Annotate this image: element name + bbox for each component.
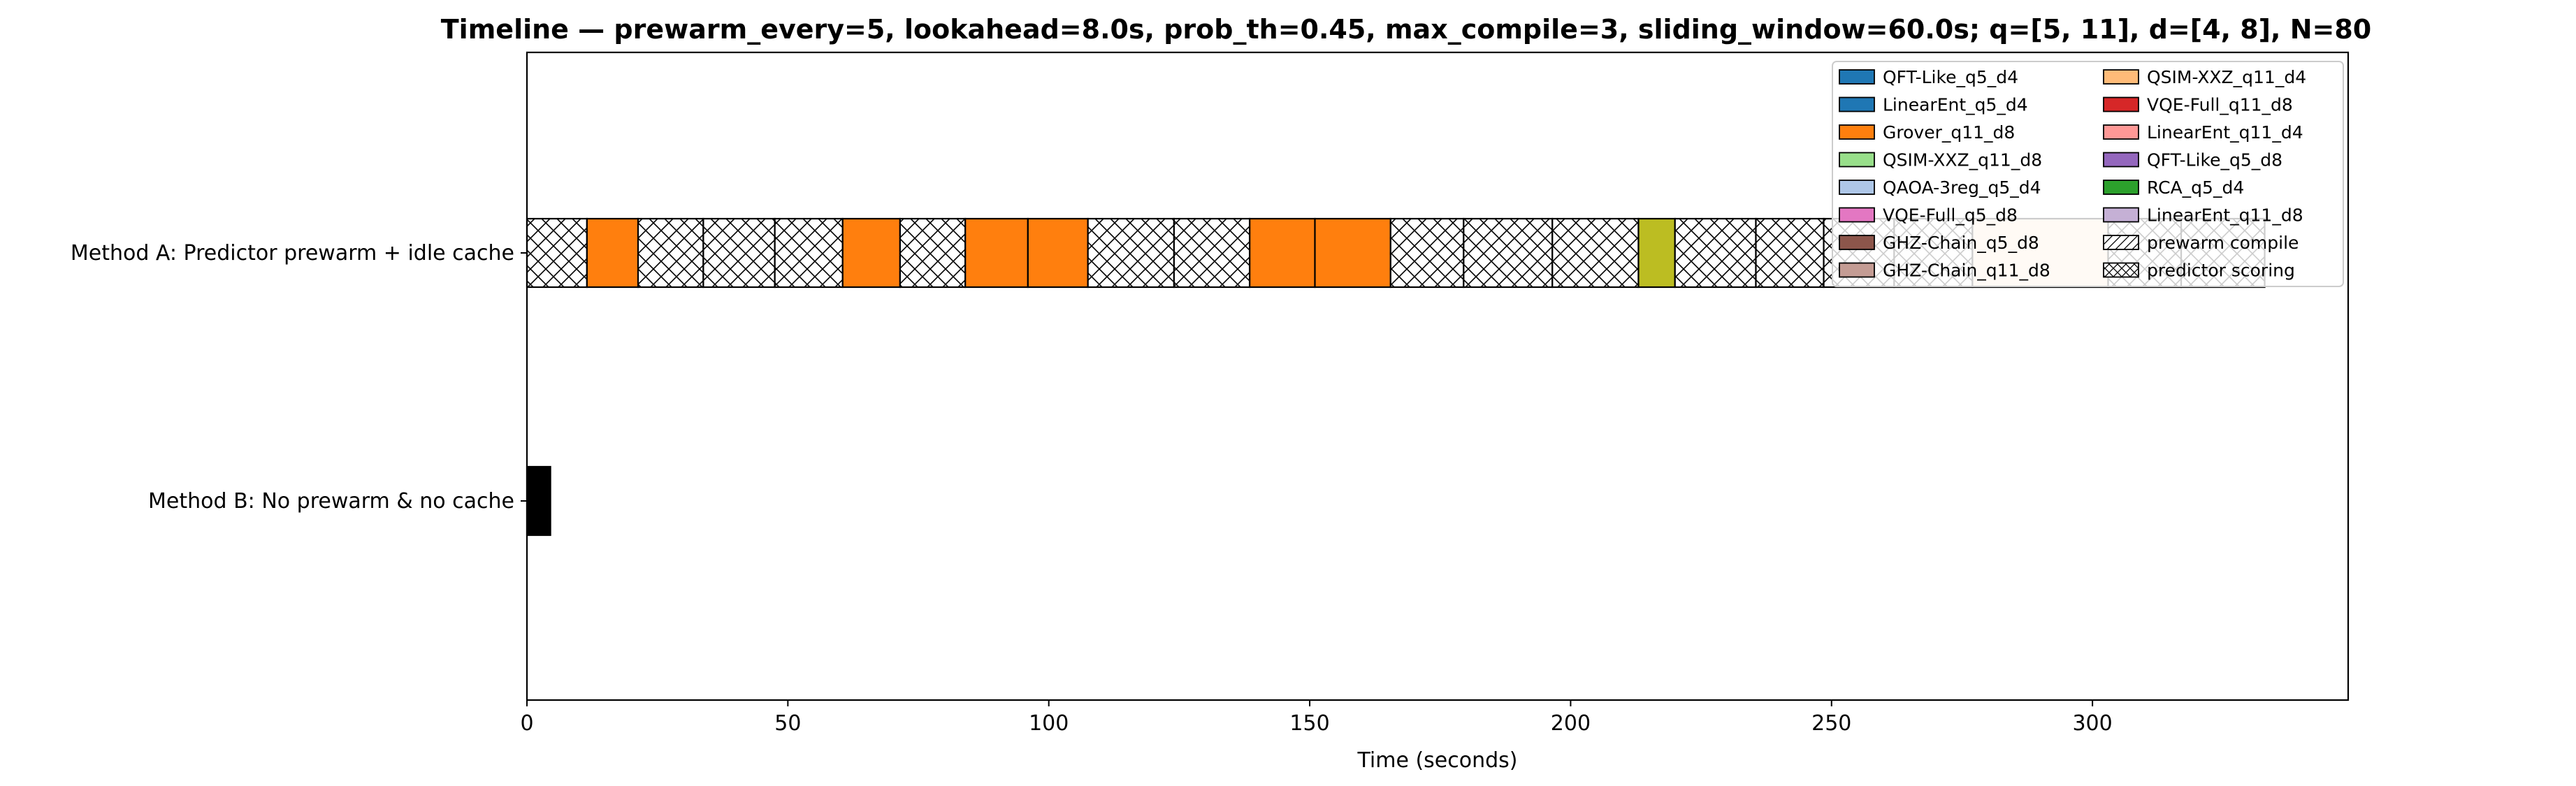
y-tick-label: Method A: Predictor prewarm + idle cache: [71, 241, 514, 265]
timeline-segment: [1674, 217, 1757, 289]
timeline-segment: [774, 217, 844, 289]
x-tick-label: 300: [2072, 711, 2112, 736]
legend-label: QSIM-XXZ_q11_d4: [2147, 67, 2306, 87]
legend-label: predictor scoring: [2147, 261, 2295, 281]
timeline-segment: [1027, 217, 1089, 289]
x-tick-label: 100: [1029, 711, 1069, 736]
timeline-segment: [1173, 217, 1251, 289]
x-tick-label: 0: [520, 711, 533, 736]
timeline-segment: [526, 217, 588, 289]
legend-swatch: [2103, 235, 2139, 250]
x-tick-label: 200: [1551, 711, 1591, 736]
legend-label: QAOA-3reg_q5_d4: [1883, 177, 2041, 198]
legend-swatch: [1839, 152, 1875, 168]
legend-swatch: [1839, 180, 1875, 195]
legend-label: LinearEnt_q5_d4: [1883, 95, 2028, 115]
y-axis-tick-labels: Method A: Predictor prewarm + idle cache…: [71, 241, 527, 514]
chart-title: Timeline — prewarm_every=5, lookahead=8.…: [441, 14, 2371, 45]
timeline-segment: [1389, 217, 1465, 289]
legend-swatch: [2103, 152, 2139, 168]
legend-label: QSIM-XXZ_q11_d8: [1883, 150, 2042, 170]
legend-swatch: [2103, 69, 2139, 85]
x-axis-label: Time (seconds): [1357, 748, 1518, 773]
legend-swatch: [1839, 262, 1875, 278]
legend-swatch: [1839, 96, 1875, 112]
chart-legend: QFT-Like_q5_d4 LinearEnt_q5_d4 Grover_q11_…: [1832, 61, 2344, 287]
legend-label: QFT-Like_q5_d8: [2147, 150, 2282, 170]
timeline-segment: [841, 217, 901, 289]
legend-label: VQE-Full_q5_d8: [1883, 205, 2018, 226]
legend-label: GHZ-Chain_q11_d8: [1883, 261, 2050, 281]
timeline-segment: [1087, 217, 1175, 289]
timeline-segment: [1249, 217, 1316, 289]
legend-swatch: [1839, 207, 1875, 223]
legend-frame: [1832, 61, 2344, 287]
legend-swatch: [1839, 69, 1875, 85]
x-tick-label: 250: [1811, 711, 1851, 736]
timeline-segment: [1755, 217, 1825, 289]
timeline-segment: [1637, 217, 1676, 289]
legend-label: prewarm compile: [2147, 233, 2299, 253]
timeline-segment: [1314, 217, 1391, 289]
legend-swatch: [2103, 124, 2139, 140]
timeline-segment: [586, 217, 639, 289]
x-axis-ticks: 0 50 100 150 200 250 300: [520, 700, 2113, 736]
timeline-segment: [526, 465, 551, 537]
plot-area-frame: [526, 51, 2350, 701]
timeline-segment: [702, 217, 776, 289]
timeline-segment: [964, 217, 1029, 289]
y-tick-label: Method B: No prewarm & no cache: [148, 489, 514, 514]
legend-label: LinearEnt_q11_d8: [2147, 205, 2303, 226]
legend-label: GHZ-Chain_q5_d8: [1883, 233, 2039, 253]
x-tick-label: 150: [1289, 711, 1329, 736]
legend-label: RCA_q5_d4: [2147, 177, 2244, 198]
legend-label: Grover_q11_d8: [1883, 122, 2015, 143]
timeline-segment: [1551, 217, 1640, 289]
timeline-segment: [637, 217, 704, 289]
legend-swatch: [1839, 235, 1875, 250]
legend-swatch: [2103, 262, 2139, 278]
legend-swatch: [1839, 124, 1875, 140]
legend-label: VQE-Full_q11_d8: [2147, 95, 2293, 115]
legend-label: LinearEnt_q11_d4: [2147, 122, 2303, 143]
legend-swatch: [2103, 207, 2139, 223]
legend-swatch: [2103, 96, 2139, 112]
timeline-segment: [1463, 217, 1554, 289]
legend-label: QFT-Like_q5_d4: [1883, 67, 2018, 87]
legend-swatch: [2103, 180, 2139, 195]
x-tick-label: 50: [774, 711, 801, 736]
timeline-segment: [899, 217, 967, 289]
